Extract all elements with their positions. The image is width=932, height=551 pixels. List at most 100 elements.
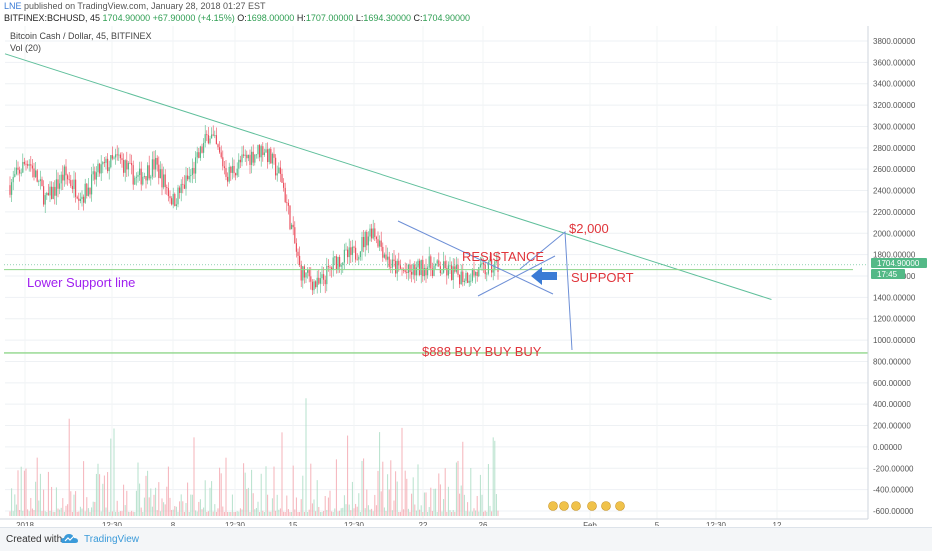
candle-body <box>97 163 99 173</box>
candle-body <box>396 260 398 274</box>
volume-bar <box>76 511 78 516</box>
volume-bar <box>270 511 272 516</box>
candle-body <box>94 171 96 180</box>
candle-body <box>163 174 165 188</box>
candle-body <box>315 281 317 288</box>
volume-bar <box>238 511 240 516</box>
volume-bars <box>9 398 499 516</box>
candle-body <box>385 254 387 260</box>
price-tick-label: -400.00000 <box>873 486 914 495</box>
candle-body <box>78 198 80 201</box>
candle-body <box>334 256 336 258</box>
support-arrow-icon <box>531 267 557 285</box>
candle-body <box>387 256 389 260</box>
candle-body <box>252 151 254 163</box>
price-chart[interactable]: 3800.00000 3600.00000 3400.00000 3200.00000… <box>0 26 932 526</box>
volume-bar <box>159 511 161 516</box>
candle-body <box>23 161 25 164</box>
candle-body <box>363 237 365 248</box>
volume-bar <box>41 511 43 516</box>
volume-bar <box>299 511 301 516</box>
candle-body <box>318 277 320 284</box>
volume-bar <box>57 508 59 516</box>
price-tag-value: 1704.90000 <box>877 259 920 268</box>
volume-bar <box>324 496 326 516</box>
candle-body <box>195 157 197 174</box>
volume-bar <box>372 511 374 516</box>
volume-bar <box>340 508 342 516</box>
volume-bar <box>316 480 318 516</box>
volume-bar <box>163 502 165 516</box>
candle-body <box>111 155 113 159</box>
tradingview-brand[interactable]: TradingView <box>84 534 140 545</box>
candle-body <box>404 270 406 272</box>
candle-body <box>374 228 376 237</box>
volume-bar <box>94 501 96 516</box>
candle-body <box>263 152 265 155</box>
candle-body <box>228 166 230 182</box>
candle-body <box>271 153 273 164</box>
event-marker-icon <box>587 501 597 511</box>
volume-bar <box>231 494 233 516</box>
target-path-line <box>519 230 573 351</box>
author-name[interactable]: LNE <box>4 1 22 11</box>
candle-body <box>356 259 358 261</box>
candle-body <box>243 154 245 156</box>
volume-bar <box>44 511 46 516</box>
candle-body <box>268 148 270 163</box>
volume-bar <box>439 484 441 516</box>
volume-bar <box>207 511 209 516</box>
price-tick-label: 2600.00000 <box>873 165 916 174</box>
time-tick-label: 12 <box>773 521 782 526</box>
candle-body <box>299 255 301 266</box>
volume-bar <box>479 474 481 516</box>
low-value: 1694.30000 <box>363 13 411 23</box>
candle-body <box>289 205 291 230</box>
volume-bar <box>265 466 267 516</box>
time-axis[interactable]: 2018 12:30 8 12:30 15 12:30 22 26 Feb 5 12:30 12 <box>0 518 868 526</box>
volume-bar <box>471 511 473 516</box>
candle-body <box>452 266 454 280</box>
candle-body <box>313 281 315 291</box>
candle-body <box>308 269 310 277</box>
candle-body <box>478 267 480 277</box>
candle-body <box>209 138 211 144</box>
candle-body <box>355 247 357 260</box>
volume-bar <box>185 503 187 516</box>
candle-body <box>262 146 264 155</box>
candle-body <box>158 164 160 179</box>
candle-body <box>329 266 331 268</box>
volume-bar <box>302 475 304 516</box>
volume-label: Vol (20) <box>10 43 41 53</box>
time-tick-label: 26 <box>479 521 488 526</box>
volume-bar <box>127 511 129 516</box>
candle-body <box>107 158 109 172</box>
candle-body <box>425 267 427 276</box>
volume-bar <box>135 490 137 516</box>
candle-body <box>294 227 296 244</box>
volume-bar <box>123 484 125 516</box>
candle-body <box>468 280 470 283</box>
candle-body <box>36 170 38 182</box>
candle-body <box>459 274 461 285</box>
volume-bar <box>201 509 203 516</box>
volume-bar <box>124 505 126 516</box>
volume-bar <box>382 461 384 516</box>
candle-body <box>323 274 325 280</box>
volume-bar <box>303 511 305 516</box>
candle-body <box>177 187 179 205</box>
candle-body <box>129 162 131 164</box>
volume-bar <box>393 500 395 516</box>
volume-bar <box>396 481 398 516</box>
volume-bar <box>332 511 334 516</box>
candle-body <box>151 159 153 177</box>
candle-body <box>198 152 200 158</box>
candle-body <box>347 249 349 258</box>
candle-body <box>367 236 369 246</box>
candle-body <box>419 260 421 275</box>
candle-body <box>73 179 75 190</box>
candle-body <box>407 264 409 273</box>
volume-bar <box>28 511 30 516</box>
volume-bar <box>236 511 238 516</box>
volume-bar <box>220 473 222 516</box>
